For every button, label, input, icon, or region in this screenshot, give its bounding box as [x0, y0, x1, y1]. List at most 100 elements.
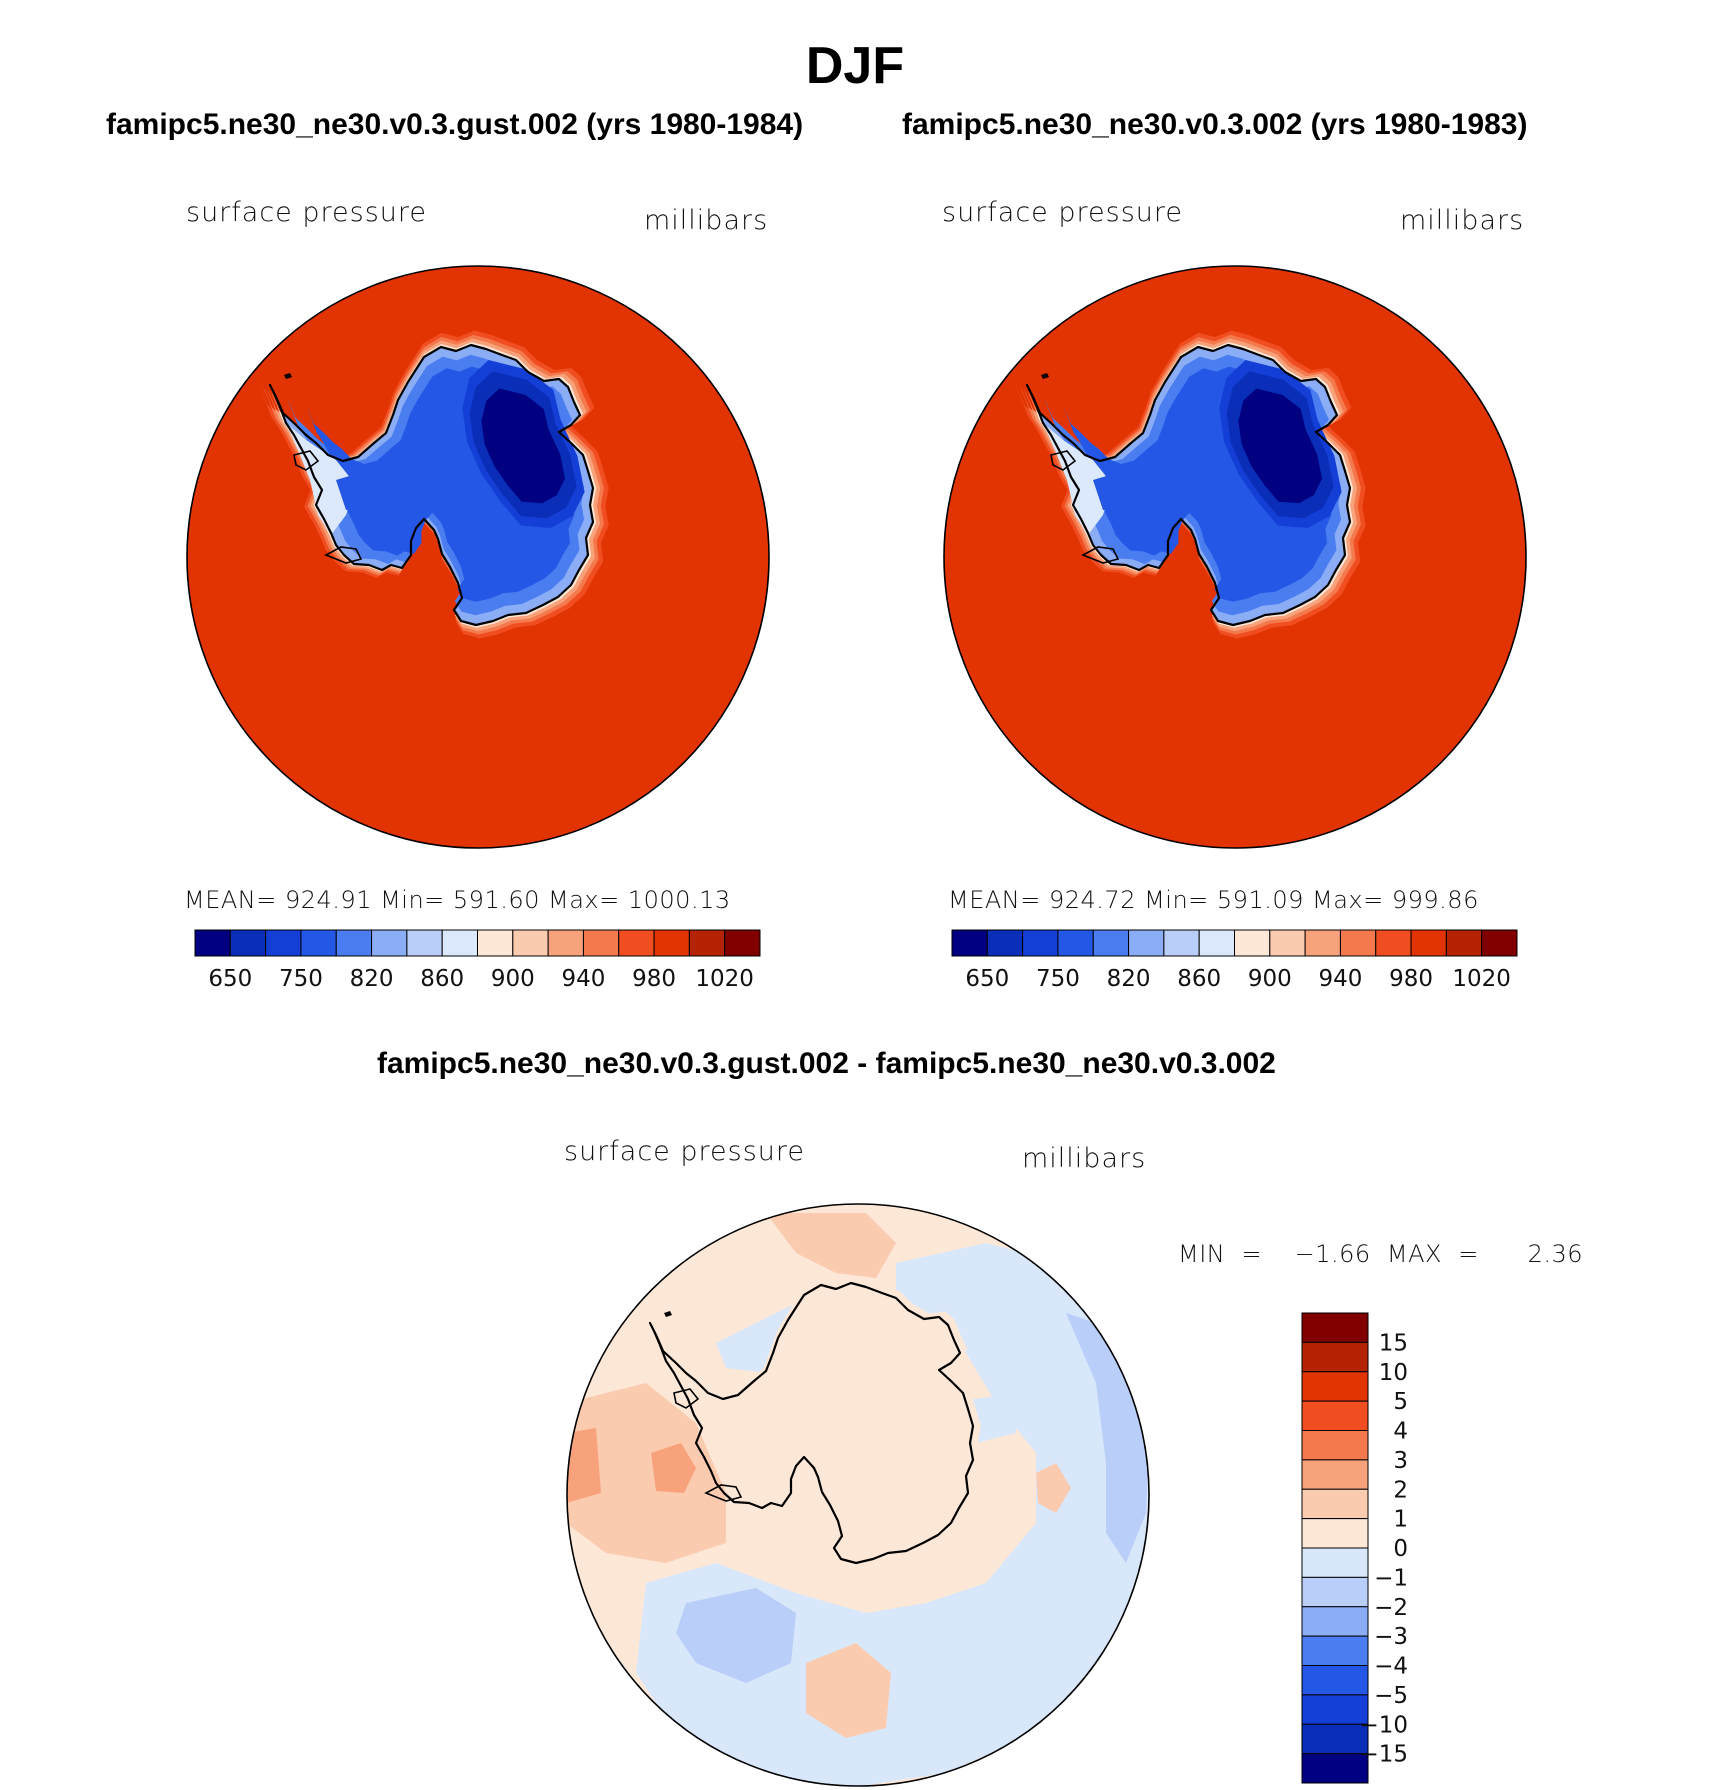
- coastline: [1025, 343, 1352, 627]
- colorbar-tick-label: 980: [632, 966, 676, 992]
- colorbar-swatch: [618, 929, 655, 957]
- panel-2-units-label: millibars: [1400, 205, 1525, 236]
- colorbar-tick-label: 650: [965, 966, 1009, 992]
- colorbar-swatch: [1301, 1459, 1369, 1490]
- panel-1-title: famipc5.ne30_ne30.v0.3.gust.002 (yrs 198…: [106, 108, 804, 141]
- colorbar-swatch: [1022, 929, 1059, 957]
- colorbar-swatch: [1092, 929, 1130, 957]
- colorbar-swatch: [1128, 929, 1165, 957]
- positive-1-2-region: [567, 1383, 726, 1563]
- colorbar-swatch: [1301, 1635, 1369, 1666]
- island: [664, 1311, 672, 1317]
- colorbar-tick-label: 15: [1379, 1330, 1408, 1356]
- colorbar-swatch: [1301, 1341, 1369, 1373]
- map-field: [567, 1204, 1149, 1786]
- colorbar-tick-label: 900: [1248, 966, 1292, 992]
- positive-1-2-region: [766, 1213, 896, 1278]
- colorbar-swatch: [1301, 1312, 1369, 1343]
- map-border: [943, 265, 1527, 849]
- colorbar-tick-label: 980: [1389, 966, 1433, 992]
- coastline: [324, 546, 363, 564]
- colorbar-tick-label: 940: [561, 966, 605, 992]
- colorbar-tick-label: 2: [1393, 1477, 1408, 1503]
- colorbar-tick-label: 4: [1393, 1419, 1408, 1445]
- colorbar-swatch: [477, 929, 514, 957]
- colorbar-swatch: [1301, 1518, 1369, 1549]
- panel-1-stats: MEAN= 924.91 Min= 591.60 Max= 1000.13: [184, 886, 731, 914]
- coastline: [293, 450, 320, 471]
- colorbar-swatch: [1269, 929, 1306, 957]
- colorbar-swatch: [724, 929, 761, 957]
- colorbar-swatch: [688, 929, 726, 957]
- colorbar-tick-label: 0: [1393, 1536, 1408, 1562]
- colorbar-swatch: [1301, 1430, 1369, 1461]
- colorbar-swatch: [512, 929, 549, 957]
- map-field: [944, 266, 1526, 848]
- diff-panel-variable-label: surface pressure: [564, 1136, 805, 1167]
- colorbar-tick-label: 860: [1177, 966, 1221, 992]
- colorbar-swatch: [194, 929, 231, 957]
- colorbar-tick-label: 3: [1393, 1448, 1408, 1474]
- map-border: [566, 1203, 1150, 1787]
- diff-panel-map: [566, 1203, 1150, 1787]
- colorbar-tick-label: 820: [350, 966, 394, 992]
- contour-band: [336, 465, 426, 510]
- colorbar-swatch: [1301, 1371, 1369, 1402]
- panel-1-map: [186, 265, 770, 849]
- panel-2-colorbar: 650 750 820 860 900 940 980 1020: [951, 929, 1518, 992]
- diff-panel-title: famipc5.ne30_ne30.v0.3.gust.002 - famipc…: [377, 1047, 1276, 1080]
- colorbar-swatch: [582, 929, 620, 957]
- contour-band: [1093, 465, 1183, 510]
- colorbar-swatch: [1445, 929, 1483, 957]
- colorbar-swatch: [1339, 929, 1377, 957]
- negative-1-2-region: [676, 1588, 796, 1683]
- colorbar-swatch: [265, 929, 302, 957]
- positive-1-2-region: [806, 1643, 891, 1738]
- panel-1-colorbar: 650 750 820 860 900 940 980 1020: [194, 929, 761, 992]
- colorbar-tick-label: −4: [1374, 1654, 1408, 1680]
- colorbar-tick-label: −5: [1374, 1683, 1408, 1709]
- colorbar-tick-label: −15: [1359, 1742, 1408, 1768]
- colorbar-tick-label: 5: [1393, 1389, 1408, 1415]
- colorbar-tick-label: 650: [208, 966, 252, 992]
- island: [284, 373, 292, 379]
- colorbar-swatch: [1057, 929, 1094, 957]
- colorbar-swatch: [1481, 929, 1518, 957]
- coastline: [197, 429, 203, 447]
- colorbar-tick-label: 750: [1036, 966, 1080, 992]
- colorbar-swatch: [1301, 1606, 1369, 1637]
- colorbar-swatch: [1301, 1547, 1369, 1578]
- colorbar-swatch: [1301, 1723, 1369, 1755]
- colorbar-swatch: [1304, 929, 1341, 957]
- colorbar-swatch: [300, 929, 337, 957]
- colorbar-tick-label: 750: [279, 966, 323, 992]
- colorbar-swatch: [951, 929, 988, 957]
- colorbar-swatch: [653, 929, 690, 957]
- panel-2-map: [943, 265, 1527, 849]
- colorbar-swatch: [441, 929, 478, 957]
- colorbar-swatch: [1234, 929, 1271, 957]
- coastline: [1081, 546, 1120, 564]
- colorbar-tick-label: −1: [1374, 1565, 1408, 1591]
- coastline: [704, 1484, 743, 1502]
- colorbar-swatch: [547, 929, 584, 957]
- colorbar-swatch: [1301, 1665, 1369, 1696]
- colorbar-swatch: [1375, 929, 1412, 957]
- panel-2-variable-label: surface pressure: [942, 197, 1183, 228]
- colorbar-tick-label: 1020: [695, 966, 754, 992]
- colorbar-tick-label: 900: [491, 966, 535, 992]
- colorbar-swatch: [1301, 1400, 1369, 1431]
- colorbar-tick-label: 1020: [1452, 966, 1511, 992]
- colorbar-swatch: [371, 929, 408, 957]
- contour-band: [1238, 388, 1322, 504]
- island: [1041, 373, 1049, 379]
- figure-title: DJF: [805, 37, 905, 95]
- panel-1-variable-label: surface pressure: [186, 197, 427, 228]
- contour-band: [481, 388, 565, 504]
- coastline: [954, 429, 960, 447]
- diff-panel-minmax: MIN = −1.66 MAX = 2.36: [1178, 1240, 1584, 1268]
- coastline: [268, 343, 595, 627]
- colorbar-swatch: [406, 929, 443, 957]
- colorbar-tick-label: 10: [1379, 1360, 1408, 1386]
